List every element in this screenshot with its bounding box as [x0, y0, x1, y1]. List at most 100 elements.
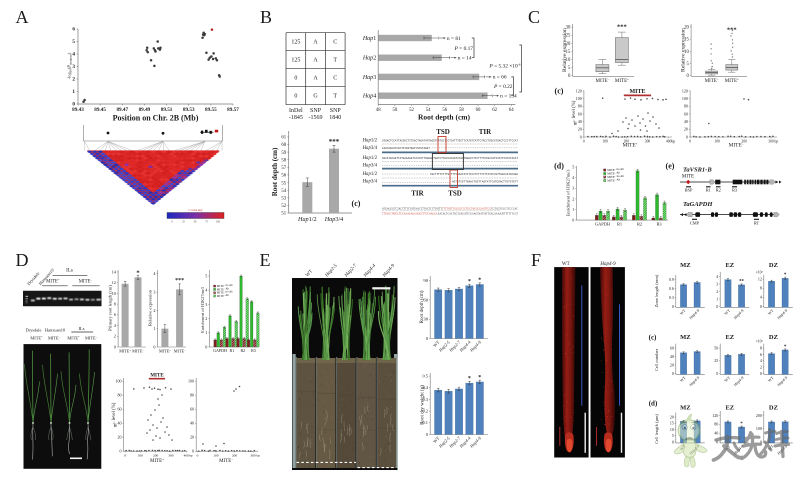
- svg-text:ILs: ILs: [66, 269, 73, 274]
- svg-text:D: D: [16, 250, 29, 270]
- svg-text:TIR: TIR: [411, 190, 424, 198]
- svg-text:61: 61: [281, 136, 286, 141]
- svg-text:100: 100: [116, 379, 122, 384]
- svg-text:20: 20: [670, 414, 674, 419]
- svg-text:0: 0: [205, 344, 207, 349]
- svg-text:GAPDH: GAPDH: [213, 348, 227, 353]
- svg-text:0: 0: [760, 371, 762, 376]
- svg-text:2: 2: [153, 308, 155, 313]
- svg-text:25: 25: [714, 358, 718, 363]
- svg-text:P = 0.22: P = 0.22: [493, 84, 513, 90]
- svg-text:59: 59: [281, 151, 286, 156]
- svg-text:T: T: [333, 58, 337, 64]
- svg-text:60: 60: [281, 143, 286, 148]
- svg-text:-1845: -1845: [289, 115, 303, 121]
- svg-text:C: C: [333, 76, 337, 82]
- svg-text:AGTGTCGTTGAACTGGTTAATATTCATGGA: AGTGTCGTTGAACTGGTTAATATTCATGGACTTGTGTGTT: [452, 180, 518, 184]
- svg-text:100: 100: [602, 139, 608, 143]
- svg-text:Hap1: Hap1: [362, 36, 376, 42]
- svg-text:15: 15: [670, 421, 674, 426]
- svg-text:Enrichment of H3K27me3: Enrichment of H3K27me3: [200, 287, 205, 333]
- svg-text:R3: R3: [251, 348, 256, 353]
- svg-text:60: 60: [670, 346, 674, 351]
- svg-text:60: 60: [578, 111, 582, 116]
- svg-text:2: 2: [114, 334, 116, 339]
- svg-text:MZ: MZ: [680, 262, 690, 269]
- svg-text:5: 5: [572, 165, 574, 170]
- svg-text:*: *: [478, 277, 481, 283]
- svg-text:MITE: MITE: [682, 175, 694, 180]
- svg-text:bp: bp: [672, 139, 676, 143]
- svg-text:0: 0: [197, 453, 199, 457]
- svg-text:(d): (d): [649, 400, 658, 408]
- svg-text:120: 120: [576, 88, 582, 93]
- svg-text:1: 1: [205, 330, 207, 335]
- svg-text:MITE–: MITE–: [79, 278, 93, 284]
- svg-text:0: 0: [120, 449, 122, 454]
- svg-text:n = 14: n = 14: [458, 56, 472, 62]
- svg-text:MITE+: MITE+: [622, 142, 637, 149]
- svg-text:A: A: [313, 76, 318, 82]
- svg-text:80: 80: [578, 104, 582, 109]
- svg-text:P = 5.32 ×10-6: P = 5.32 ×10-6: [488, 63, 520, 70]
- svg-text:0: 0: [672, 439, 674, 444]
- svg-text:40: 40: [670, 354, 674, 359]
- svg-text:0.5: 0.5: [423, 374, 429, 379]
- svg-text:*: *: [478, 375, 481, 381]
- svg-text:40: 40: [684, 119, 688, 124]
- svg-text:TaVSR1-B: TaVSR1-B: [683, 167, 712, 174]
- svg-text:5: 5: [72, 39, 75, 45]
- svg-text:Position on Chr. 2B (Mb): Position on Chr. 2B (Mb): [113, 114, 199, 123]
- svg-text:Root dry weight (g): Root dry weight (g): [421, 385, 426, 425]
- svg-text:MITE: MITE: [150, 373, 164, 378]
- svg-text:MITE–: MITE–: [219, 457, 233, 464]
- svg-text:InDel: InDel: [289, 108, 303, 114]
- svg-text:55: 55: [281, 181, 286, 186]
- svg-text:Hap3/4: Hap3/4: [362, 164, 378, 169]
- svg-text:G: G: [313, 94, 318, 100]
- svg-text:***: ***: [727, 27, 737, 34]
- svg-text:Hap3/4: Hap3/4: [362, 180, 378, 185]
- svg-text:40: 40: [714, 431, 718, 436]
- svg-text:57: 57: [281, 166, 286, 171]
- svg-text:0: 0: [689, 139, 691, 143]
- svg-text:TSD: TSD: [448, 190, 462, 198]
- svg-text:Hap3/4: Hap3/4: [324, 216, 344, 223]
- svg-text:0: 0: [760, 304, 762, 309]
- svg-text:Relative expression: Relative expression: [562, 28, 568, 72]
- svg-text:100: 100: [188, 379, 194, 384]
- svg-text:4: 4: [716, 274, 718, 279]
- svg-text:Zone length (mm): Zone length (mm): [654, 274, 659, 307]
- svg-text:SNP: SNP: [330, 108, 342, 114]
- svg-text:0: 0: [114, 344, 116, 349]
- svg-text:CGCTTTTCTTTGTTTTCAAATATCTCCCTC: CGCTTTTCTTTGTTTTCAAATATCTCCCTCTTTCTTATCC…: [430, 172, 518, 176]
- svg-text:2: 2: [716, 289, 718, 294]
- svg-text:bp: bp: [257, 453, 261, 457]
- svg-text:200: 200: [756, 413, 762, 418]
- svg-text:89.43: 89.43: [72, 107, 84, 113]
- svg-text:×10²: ×10²: [756, 271, 764, 275]
- svg-text:80: 80: [118, 393, 122, 398]
- svg-text:0.9: 0.9: [669, 277, 674, 282]
- svg-text:4: 4: [572, 175, 574, 180]
- svg-text:3: 3: [716, 281, 718, 286]
- svg-text:R2: R2: [716, 188, 721, 193]
- svg-text:0: 0: [686, 134, 688, 139]
- svg-text:Enrichment of H3K27me3: Enrichment of H3K27me3: [566, 169, 571, 217]
- svg-text:40: 40: [190, 421, 194, 426]
- svg-text:R2: R2: [637, 222, 642, 227]
- svg-text:89.57: 89.57: [227, 107, 239, 113]
- svg-text:B: B: [260, 7, 272, 27]
- svg-text:MITE–: MITE–: [729, 142, 744, 149]
- svg-text:Hap3: Hap3: [362, 75, 376, 81]
- svg-text:AGCGTGCGGTTATGAAAGGTCCGTATTGGG: AGCGTGCGGTTATGAAAGGTCCGTATTGGGGCTGATCTTG…: [382, 156, 518, 160]
- svg-text:64: 64: [509, 108, 514, 113]
- svg-text:80: 80: [190, 393, 194, 398]
- svg-text:SNP: SNP: [310, 108, 322, 114]
- svg-text:Hap2: Hap2: [362, 56, 376, 62]
- svg-text:52: 52: [281, 204, 286, 209]
- svg-text:R3: R3: [732, 188, 738, 193]
- svg-text:CGGACTCCATTACGGCTCTGACTAGATATG: CGGACTCCATTACGGCTCTGACTAGATATGAGGTCATGCT…: [382, 139, 518, 143]
- svg-text:MZ: MZ: [680, 404, 690, 411]
- svg-text:300: 300: [645, 139, 651, 143]
